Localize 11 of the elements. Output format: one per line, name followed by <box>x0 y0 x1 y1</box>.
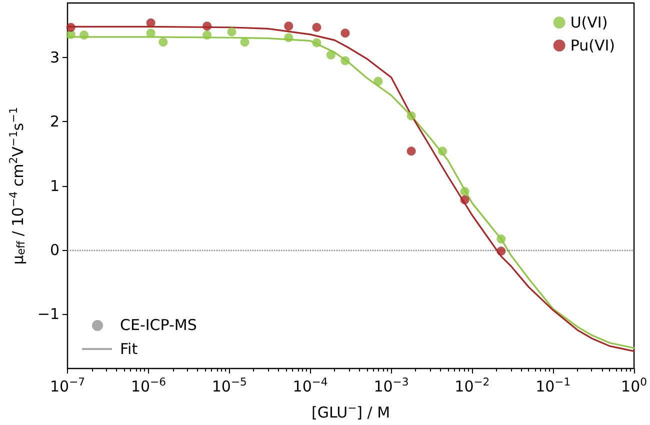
y-tick-label: 1 <box>50 176 60 195</box>
y-tick-label: −1 <box>37 304 60 323</box>
legend-label: Pu(VI) <box>570 36 616 54</box>
annotation: Fit <box>120 340 138 358</box>
text: μeff / 10−4 cm2V−1s−1 <box>7 106 28 265</box>
annotation: CE-ICP-MS <box>120 316 197 334</box>
y-tick-label: 0 <box>50 240 60 259</box>
legend-label: U(VI) <box>570 14 608 32</box>
y-tick-label: 3 <box>50 48 60 67</box>
x-axis-title: [GLU−] / M <box>312 402 390 422</box>
y-tick-label: 2 <box>50 112 60 131</box>
